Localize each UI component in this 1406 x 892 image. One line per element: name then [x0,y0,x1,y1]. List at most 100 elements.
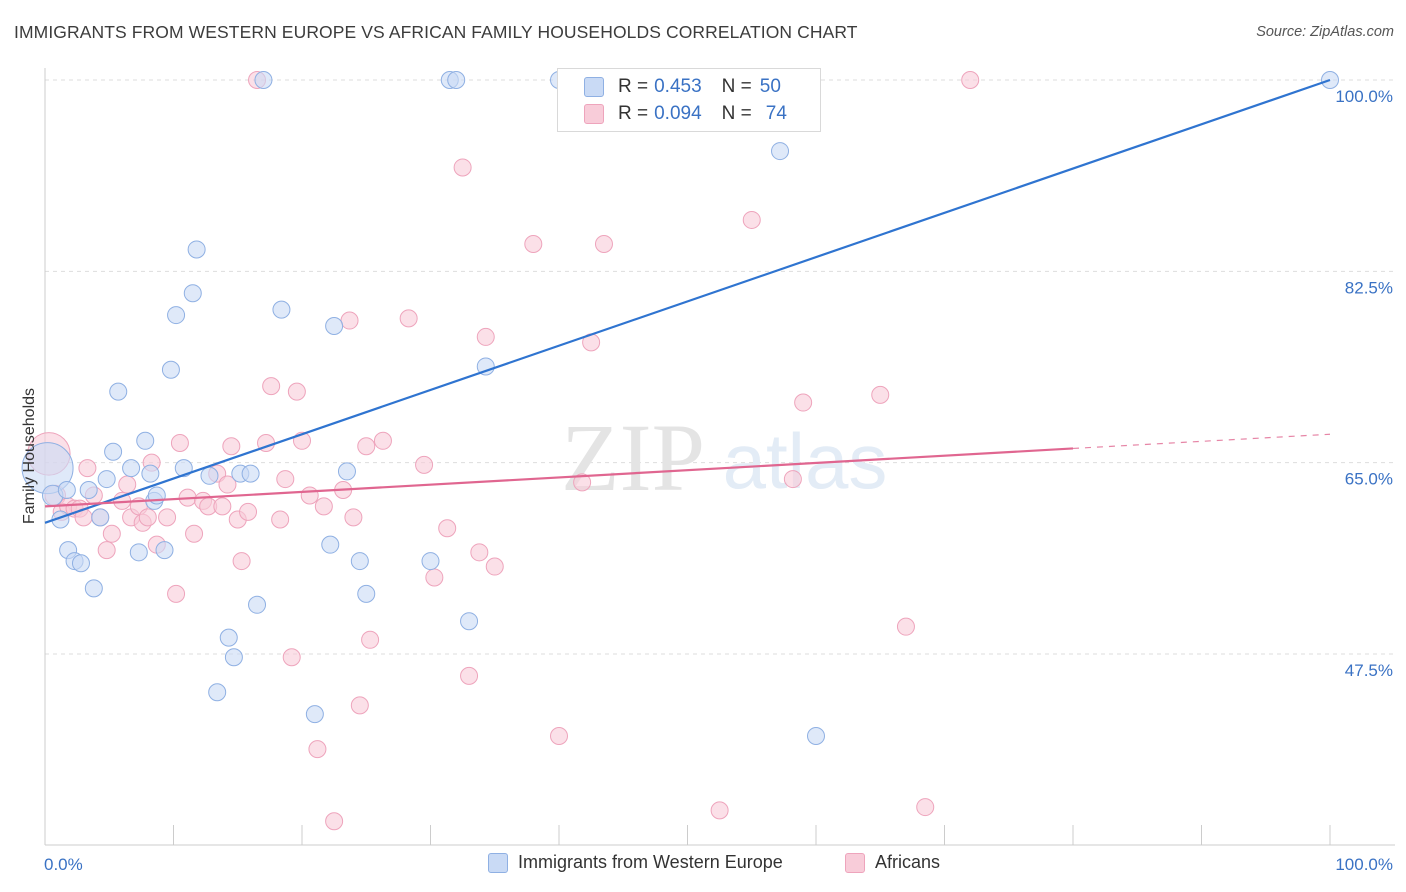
africans-point [300,486,319,505]
legend-n-label: N = [721,76,752,97]
africans-point [485,557,504,576]
western-europe-point [109,382,128,401]
western-europe-point [254,71,273,89]
watermark: ZIP atlas [561,404,887,511]
western-europe-point [421,552,440,571]
western-europe-point [219,628,238,647]
africans-point [357,437,376,456]
western-europe-point [771,142,790,161]
africans-point [344,508,363,527]
africans-point [262,377,281,396]
legend-r-value: 0.094 [654,103,702,124]
africans-point [97,541,116,560]
africans-point [794,393,813,412]
axis-layer [44,68,1395,846]
africans-point [276,470,295,489]
africans-point [308,740,327,759]
western-europe-point [136,431,155,450]
bottom-legend-swatch-blue [488,852,508,873]
western-europe-point [241,464,260,483]
western-europe-point [224,648,243,667]
africans-point [138,508,157,527]
western-europe-point [187,240,206,259]
y-tick-label: 65.0% [1345,470,1393,489]
africans-point [373,431,392,450]
africans-point [961,71,980,89]
legend-r-label: R = [618,76,649,97]
africans-point [102,524,121,543]
y-tick-label: 100.0% [1335,87,1393,106]
trend-line-africans [44,447,1074,508]
western-europe-point [57,481,76,499]
africans-point [453,158,472,177]
africans-point [783,470,802,489]
bottom-legend-label-western-europe: Immigrants from Western Europe [518,852,783,872]
africans-point [287,382,306,401]
africans-point [361,630,380,649]
africans-point [350,696,369,715]
western-europe-point [325,317,344,335]
bottom-legend-swatch-pink [845,852,865,873]
legend-r-value: 0.453 [654,76,702,97]
western-europe-point [350,552,369,571]
legend-swatch-blue [584,77,604,97]
africans-point [239,502,258,521]
western-europe-point [357,584,376,603]
chart-title: IMMIGRANTS FROM WESTERN EUROPE VS AFRICA… [14,22,858,42]
western-europe-point [272,300,291,319]
africans-point [550,727,568,745]
grid-layer [45,79,1395,655]
trend-line-western-europe [44,78,1331,524]
legend-row-western-europe: R = 0.453 N = 50 [584,75,781,99]
y-axis-label: Family Households [21,387,38,525]
africans-point [340,311,359,330]
western-europe-point [200,466,219,485]
africans-point [158,508,177,527]
western-europe-point [79,481,98,499]
africans-point [314,497,333,516]
tick-labels: 47.5% 65.0% 82.5% 100.0% 0.0% 100.0% [44,87,1393,874]
western-europe-point [84,579,103,598]
watermark-zip: ZIP [561,404,705,511]
africans-point [399,309,418,328]
x-tick-label-max: 100.0% [1335,855,1393,874]
western-europe-point [129,543,148,562]
africans-point [460,666,479,685]
africans-point [916,798,935,817]
africans-point [282,648,301,667]
africans-point [232,552,251,571]
western-europe-point [97,470,116,489]
trend-line-africans-extension [1072,433,1331,450]
western-europe-point [248,595,267,614]
legend-n-label: N = [721,103,752,124]
western-europe-point [141,464,160,483]
western-europe-point [71,554,90,573]
western-europe-point [167,306,186,325]
western-europe-point [91,508,110,527]
africans-point [594,235,613,253]
series-western-europe-points [21,71,1339,745]
bottom-legend-label-africans: Africans [875,852,941,872]
africans-point [710,801,729,820]
y-tick-label: 47.5% [1345,661,1393,680]
africans-point [438,519,457,538]
africans-point [222,437,241,456]
africans-point [167,584,186,603]
trend-lines [44,78,1331,524]
legend-n-value: 50 [759,76,781,97]
legend-row-africans: R = 0.094 N = 74 [584,102,787,126]
western-europe-point [321,535,340,554]
legend-swatch-pink [584,104,604,124]
africans-point [524,235,543,253]
africans-point [325,812,344,831]
legend-r-label: R = [618,103,649,124]
western-europe-point [183,284,202,303]
africans-point [742,210,761,229]
africans-point [218,475,237,494]
x-tick-label-min: 0.0% [44,855,83,874]
western-europe-point [208,683,227,702]
y-tick-label: 82.5% [1345,278,1393,297]
western-europe-point [155,541,174,560]
africans-point [78,459,97,478]
